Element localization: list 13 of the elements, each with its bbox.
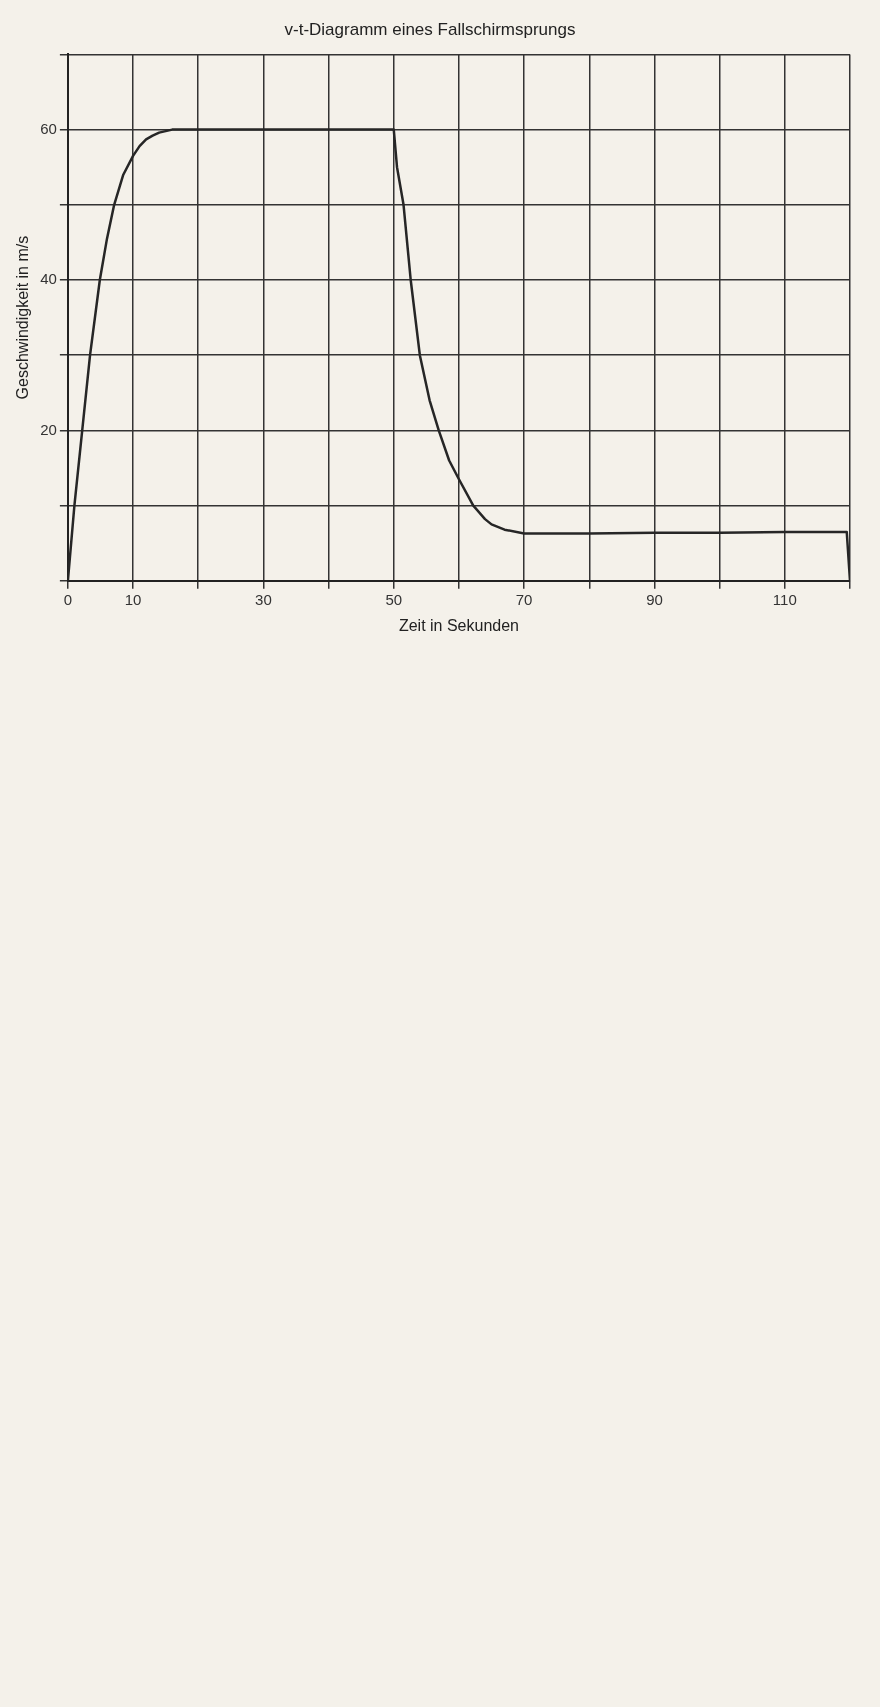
x-tick-label: 0 [63,590,73,608]
y-axis-title: Geschwindigkeit in m/s [14,235,32,400]
x-axis-title: Zeit in Sekunden [398,616,519,634]
x-tick-label: 70 [515,590,533,608]
x-tick-label: 50 [385,590,403,608]
x-tick-label: 110 [772,590,797,608]
x-tick-label: 30 [255,590,272,608]
y-tick-label: 60 [40,119,57,137]
y-tick-label: 40 [40,270,57,288]
x-tick-label: 10 [124,590,142,608]
chart-title: v-t-Diagramm eines Fallschirmsprungs [284,19,576,39]
x-tick-label: 90 [646,590,663,608]
y-tick-label: 20 [40,420,57,438]
